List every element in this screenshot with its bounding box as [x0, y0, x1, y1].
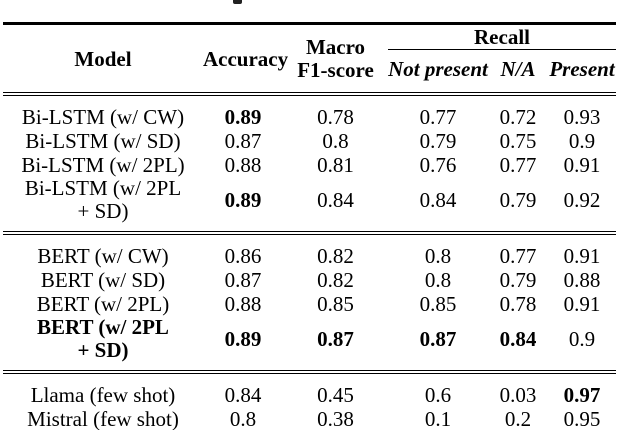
- table-row: Bi-LSTM (w/ SD) 0.87 0.8 0.79 0.75 0.9: [3, 129, 616, 153]
- model-line1: BERT (w/ 2PL: [37, 315, 169, 339]
- section-bert: BERT (w/ CW) 0.86 0.82 0.8 0.77 0.91 BER…: [3, 233, 617, 374]
- recall-not-present-cell: 0.85: [419, 292, 457, 316]
- macro-f1-cell: 0.45: [317, 383, 354, 407]
- macro-f1-cell: 0.78: [317, 105, 354, 129]
- model-cell: Bi-LSTM (w/ SD): [25, 129, 181, 153]
- recall-na-cell: 0.84: [488, 316, 548, 374]
- recall-na-cell: 0.75: [499, 129, 537, 153]
- model-cell: BERT (w/ SD): [40, 268, 166, 292]
- recall-na-cell: 0.77: [499, 244, 537, 268]
- macro-f1-cell: 0.87: [283, 316, 388, 374]
- model-cell: Mistral (few shot): [27, 407, 179, 430]
- recall-not-present-cell: 0.6: [424, 383, 452, 407]
- table-row: BERT (w/ CW) 0.86 0.82 0.8 0.77 0.91: [3, 233, 616, 268]
- recall-na-cell: 0.78: [499, 292, 537, 316]
- column-header-na: N/A: [488, 49, 548, 96]
- macro-f1-line1: Macro: [305, 34, 366, 59]
- recall-present-cell: 0.91: [563, 292, 601, 316]
- recall-not-present-cell: 0.1: [424, 407, 452, 430]
- recall-na-cell: 0.79: [499, 268, 537, 292]
- column-header-accuracy: Accuracy: [203, 23, 288, 96]
- table-header: Model Accuracy Macro F1-score Recall Not…: [3, 23, 617, 96]
- recall-present-cell: 0.95: [563, 407, 601, 430]
- accuracy-cell: 0.89: [203, 177, 283, 235]
- accuracy-cell: 0.88: [224, 153, 262, 177]
- recall-na-cell: 0.2: [504, 407, 532, 430]
- recall-present-cell: 0.88: [563, 268, 601, 292]
- macro-f1-cell: 0.81: [317, 153, 354, 177]
- recall-not-present-cell: 0.87: [388, 316, 488, 374]
- recall-present-cell: 0.9: [568, 129, 596, 153]
- recall-present-cell: 0.97: [563, 383, 601, 407]
- table-row: Mistral (few shot) 0.8 0.38 0.1 0.2 0.95: [3, 407, 616, 430]
- accuracy-cell: 0.87: [224, 129, 262, 153]
- model-cell: Llama (few shot): [30, 383, 176, 407]
- accuracy-cell: 0.84: [224, 383, 262, 407]
- recall-na-cell: 0.77: [499, 153, 537, 177]
- accuracy-cell: 0.88: [224, 292, 262, 316]
- accuracy-cell: 0.89: [203, 316, 283, 374]
- accuracy-cell: 0.86: [224, 244, 262, 268]
- model-cell: Bi-LSTM (w/ 2PL + SD): [3, 176, 203, 235]
- recall-present-cell: 0.93: [563, 105, 601, 129]
- recall-present-cell: 0.91: [563, 244, 601, 268]
- macro-f1-cell: 0.82: [317, 268, 354, 292]
- section-llm: Llama (few shot) 0.84 0.45 0.6 0.03 0.97…: [3, 372, 616, 430]
- column-header-present: Present: [548, 49, 617, 96]
- model-cell: BERT (w/ CW): [37, 244, 169, 268]
- recall-not-present-cell: 0.76: [419, 153, 457, 177]
- table-row: BERT (w/ SD) 0.87 0.82 0.8 0.79 0.88: [3, 268, 616, 292]
- model-line2: + SD): [77, 199, 129, 223]
- model-cell: BERT (w/ 2PL + SD): [3, 315, 203, 374]
- recall-na-cell: 0.72: [499, 105, 537, 129]
- model-line2: + SD): [77, 338, 129, 362]
- recall-na-cell: 0.03: [499, 383, 537, 407]
- table-row: Bi-LSTM (w/ CW) 0.89 0.78 0.77 0.72 0.93: [3, 94, 616, 129]
- table-row: BERT (w/ 2PL) 0.88 0.85 0.85 0.78 0.91: [3, 292, 616, 316]
- recall-not-present-cell: 0.8: [424, 268, 452, 292]
- table-row: Llama (few shot) 0.84 0.45 0.6 0.03 0.97: [3, 372, 616, 407]
- recall-present-cell: 0.92: [548, 177, 617, 235]
- section-bilstm: Bi-LSTM (w/ CW) 0.89 0.78 0.77 0.72 0.93…: [3, 94, 617, 235]
- macro-f1-cell: 0.84: [283, 177, 388, 235]
- table-row: Bi-LSTM (w/ 2PL + SD) 0.89 0.84 0.84 0.7…: [3, 176, 617, 235]
- recall-na-cell: 0.79: [488, 177, 548, 235]
- recall-present-cell: 0.9: [548, 316, 617, 374]
- table-row: BERT (w/ 2PL + SD) 0.89 0.87 0.87 0.84 0…: [3, 315, 617, 374]
- table-row: Bi-LSTM (w/ 2PL) 0.88 0.81 0.76 0.77 0.9…: [3, 153, 616, 177]
- column-header-not-present: Not present: [388, 49, 488, 96]
- macro-f1-cell: 0.82: [317, 244, 354, 268]
- results-table: Model Accuracy Macro F1-score Recall Not…: [3, 22, 617, 430]
- accuracy-cell: 0.87: [224, 268, 262, 292]
- recall-not-present-cell: 0.79: [419, 129, 457, 153]
- column-header-recall: Recall: [388, 23, 617, 50]
- column-header-model: Model: [3, 23, 203, 96]
- accuracy-cell: 0.89: [224, 105, 262, 129]
- model-cell: BERT (w/ 2PL): [36, 292, 170, 316]
- macro-f1-cell: 0.8: [322, 129, 349, 153]
- model-cell: Bi-LSTM (w/ CW): [21, 105, 185, 129]
- column-header-macro-f1: Macro F1-score: [283, 23, 388, 96]
- macro-f1-cell: 0.85: [317, 292, 354, 316]
- macro-f1-cell: 0.38: [317, 407, 354, 430]
- model-line1: Bi-LSTM (w/ 2PL: [24, 176, 182, 200]
- recall-present-cell: 0.91: [563, 153, 601, 177]
- recall-not-present-cell: 0.84: [388, 177, 488, 235]
- accuracy-cell: 0.8: [229, 407, 257, 430]
- recall-not-present-cell: 0.8: [424, 244, 452, 268]
- model-cell: Bi-LSTM (w/ 2PL): [21, 153, 185, 177]
- macro-f1-line2: F1-score: [297, 57, 374, 82]
- caption-fragment: [233, 0, 242, 4]
- recall-not-present-cell: 0.77: [419, 105, 457, 129]
